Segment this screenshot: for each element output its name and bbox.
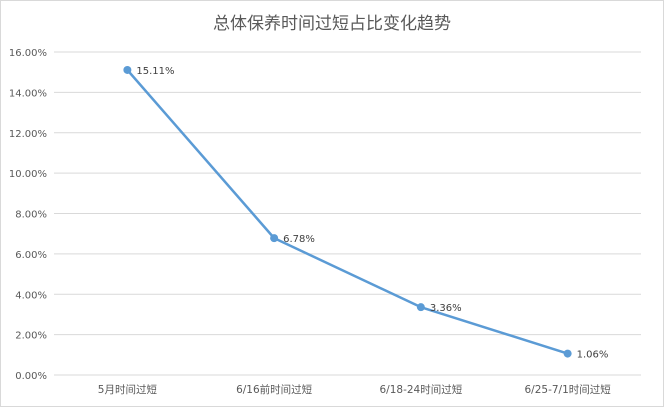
chart-title: 总体保养时间过短占比变化趋势 bbox=[213, 14, 451, 34]
y-tick-label: 4.00% bbox=[15, 290, 47, 301]
y-tick-label: 8.00% bbox=[15, 210, 47, 221]
x-tick-label: 6/16前时间过短 bbox=[236, 383, 313, 396]
data-label: 1.06% bbox=[577, 350, 609, 361]
y-tick-label: 0.00% bbox=[15, 371, 47, 382]
y-tick-label: 12.00% bbox=[9, 129, 47, 140]
data-label: 15.11% bbox=[136, 66, 174, 77]
series-line bbox=[126, 69, 569, 355]
x-tick-label: 6/25-7/1时间过短 bbox=[524, 383, 611, 396]
y-tick-label: 16.00% bbox=[9, 48, 47, 59]
y-tick-label: 2.00% bbox=[15, 331, 47, 342]
data-point bbox=[123, 65, 132, 74]
data-label: 3.36% bbox=[430, 303, 462, 314]
x-tick-label: 6/18-24时间过短 bbox=[380, 383, 463, 396]
data-label: 6.78% bbox=[283, 234, 315, 245]
data-point bbox=[563, 349, 572, 358]
y-tick-label: 10.00% bbox=[9, 169, 47, 180]
data-point bbox=[416, 303, 425, 312]
data-point bbox=[270, 234, 279, 243]
y-tick-label: 6.00% bbox=[15, 250, 47, 261]
x-tick-label: 5月时间过短 bbox=[98, 383, 158, 396]
y-tick-label: 14.00% bbox=[9, 88, 47, 99]
